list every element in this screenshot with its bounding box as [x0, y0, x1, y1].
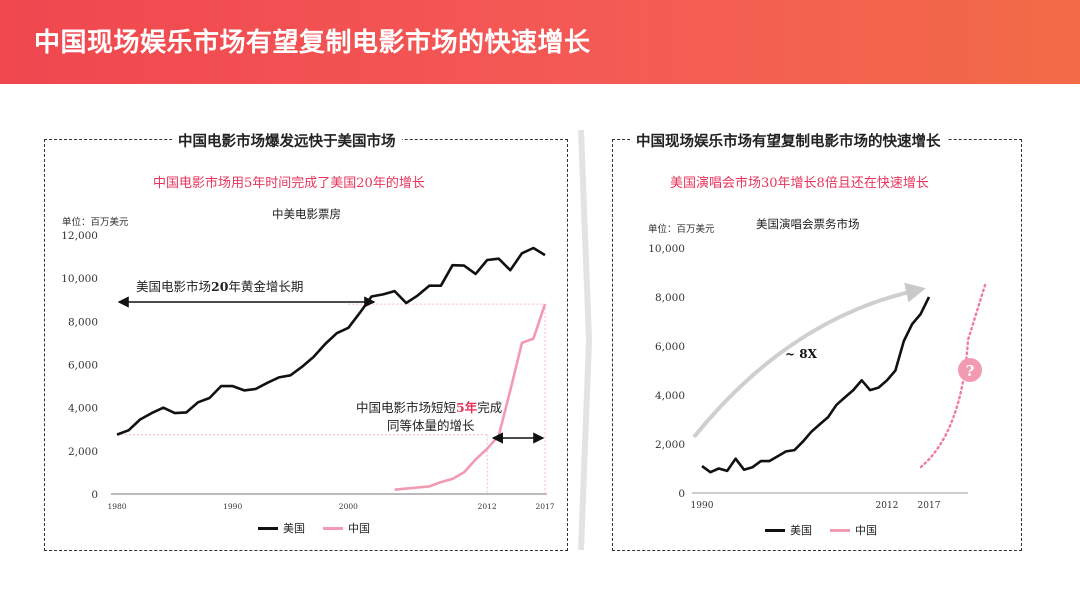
- legend-item-us: 美国: [258, 520, 305, 536]
- right-panel-title: 中国现场娱乐市场有望复制电影市场的快速增长: [630, 130, 947, 151]
- legend-swatch-cn-right: [830, 528, 850, 532]
- cn-annotation-text-1: 中国电影市场短短: [356, 400, 457, 415]
- panel-arrow: [578, 130, 592, 550]
- legend-label-us-right: 美国: [790, 524, 812, 537]
- legend-swatch-us-right: [765, 528, 785, 532]
- left-legend: 美国 中国: [258, 520, 388, 536]
- left-panel-title: 中国电影市场爆发远快于美国市场: [172, 130, 402, 151]
- right-panel: [612, 139, 1022, 551]
- legend-label-us: 美国: [283, 522, 305, 535]
- right-chart-title: 美国演唱会票务市场: [756, 217, 860, 231]
- left-unit-label: 单位：百万美元: [62, 217, 129, 228]
- right-legend: 美国 中国: [765, 522, 895, 538]
- right-subtitle: 美国演唱会市场30年增长8倍且还在快速增长: [670, 176, 929, 191]
- legend-label-cn-right: 中国: [855, 524, 877, 537]
- cn-annotation: 中国电影市场短短5年完成: [356, 397, 502, 416]
- us-annotation: 美国电影市场20年黄金增长期: [136, 276, 303, 295]
- header-banner: 中国现场娱乐市场有望复制电影市场的快速增长: [0, 0, 1080, 84]
- us-annotation-bold: 20: [211, 279, 229, 294]
- left-chart-title: 中美电影票房: [272, 207, 341, 221]
- legend-label-cn: 中国: [348, 522, 370, 535]
- page-title: 中国现场娱乐市场有望复制电影市场的快速增长: [34, 28, 591, 58]
- left-panel: [44, 139, 568, 551]
- us-annotation-text-2: 年黄金增长期: [228, 279, 304, 294]
- legend-item-cn-right: 中国: [830, 522, 877, 538]
- panel-arrow-shape: [578, 130, 592, 550]
- us-annotation-text-1: 美国电影市场: [136, 279, 212, 294]
- right-unit-label: 单位：百万美元: [648, 224, 715, 235]
- cn-annotation-text-2: 完成: [477, 400, 503, 415]
- left-subtitle: 中国电影市场用5年时间完成了美国20年的增长: [153, 176, 425, 191]
- legend-swatch-us: [258, 526, 278, 530]
- legend-swatch-cn: [323, 526, 343, 530]
- legend-item-us-right: 美国: [765, 522, 812, 538]
- cn-annotation-line2: 同等体量的增长: [387, 418, 475, 433]
- legend-item-cn: 中国: [323, 520, 370, 536]
- cn-annotation-red: 5年: [456, 400, 478, 415]
